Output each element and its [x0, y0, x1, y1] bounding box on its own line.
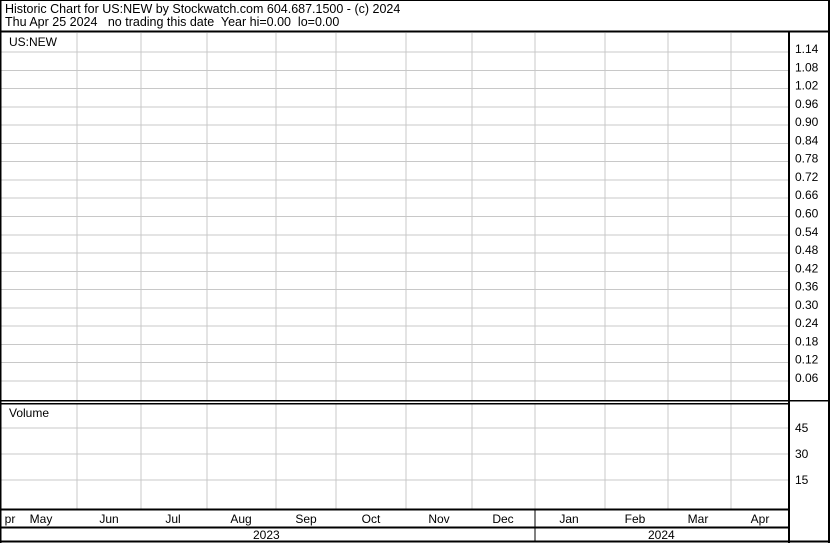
volume-tick-label: 15 [795, 473, 809, 487]
price-tick-label: 0.90 [795, 115, 819, 129]
month-label: Jan [559, 512, 578, 526]
price-panel-label: US:NEW [9, 35, 57, 49]
year-label-2023: 2023 [253, 528, 280, 542]
chart-title: Historic Chart for US:NEW by Stockwatch.… [5, 2, 401, 16]
price-tick-label: 0.78 [795, 152, 819, 166]
price-tick-label: 0.12 [795, 353, 819, 367]
price-tick-label: 1.14 [795, 42, 819, 56]
price-tick-label: 1.08 [795, 60, 819, 74]
month-label: pr [5, 512, 16, 526]
month-label: Apr [751, 512, 770, 526]
price-tick-label: 0.54 [795, 225, 819, 239]
price-tick-label: 0.30 [795, 298, 819, 312]
month-label: Feb [625, 512, 646, 526]
price-tick-label: 0.84 [795, 133, 819, 147]
price-tick-label: 0.48 [795, 243, 819, 257]
volume-tick-label: 30 [795, 447, 809, 461]
month-label: May [30, 512, 53, 526]
price-tick-label: 0.72 [795, 170, 819, 184]
price-tick-label: 0.42 [795, 261, 819, 275]
volume-tick-label: 45 [795, 421, 809, 435]
price-tick-label: 0.36 [795, 280, 819, 294]
price-tick-label: 0.66 [795, 188, 819, 202]
price-tick-label: 0.96 [795, 97, 819, 111]
volume-panel-label: Volume [9, 406, 50, 420]
month-label: Jun [99, 512, 118, 526]
price-tick-label: 0.60 [795, 207, 819, 221]
chart-subtitle: Thu Apr 25 2024 no trading this date Yea… [5, 15, 340, 29]
month-label: Mar [688, 512, 709, 526]
month-label: Nov [428, 512, 449, 526]
month-label: Jul [165, 512, 180, 526]
month-label: Oct [362, 512, 381, 526]
price-tick-label: 0.06 [795, 371, 819, 385]
price-tick-label: 0.24 [795, 316, 819, 330]
year-label-2024: 2024 [648, 528, 675, 542]
month-label: Dec [492, 512, 513, 526]
month-label: Aug [230, 512, 251, 526]
price-tick-label: 1.02 [795, 79, 819, 93]
month-label: Sep [295, 512, 317, 526]
price-tick-label: 0.18 [795, 334, 819, 348]
